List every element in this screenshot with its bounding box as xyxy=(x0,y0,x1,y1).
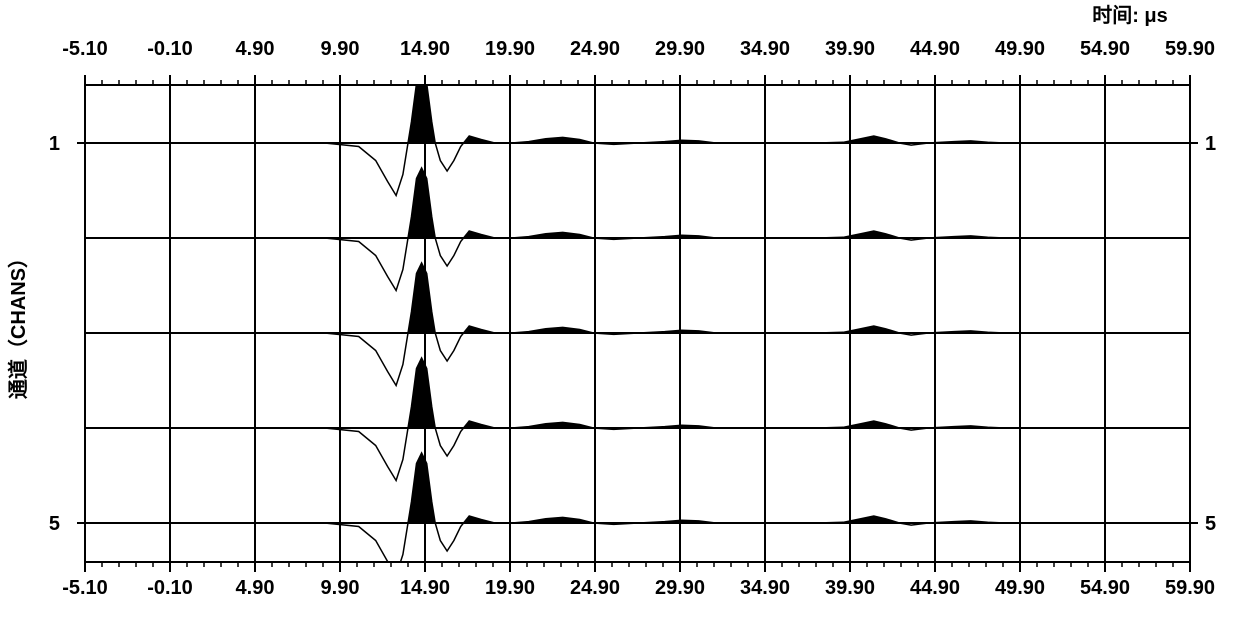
x-tick-bottom-7: 29.90 xyxy=(655,577,705,599)
x-tick-top-8: 34.90 xyxy=(740,38,790,60)
x-tick-bottom-1: -0.10 xyxy=(147,577,193,599)
x-tick-bottom-0: -5.10 xyxy=(62,577,108,599)
trace-line-ch1 xyxy=(85,73,1190,196)
trace-fill-ch1 xyxy=(408,73,435,143)
x-tick-bottom-2: 4.90 xyxy=(236,577,275,599)
trace-line-ch3 xyxy=(85,263,1190,386)
x-tick-top-1: -0.10 xyxy=(147,38,193,60)
x-tick-top-9: 39.90 xyxy=(825,38,875,60)
x-tick-top-4: 14.90 xyxy=(400,38,450,60)
x-tick-bottom-13: 59.90 xyxy=(1165,577,1215,599)
waveform-plot: -5.10 -5.10 -0.10 -0.10 4.90 4.90 9.90 9.90 14.9… xyxy=(0,0,1240,630)
trace-fill-ch5 xyxy=(408,453,435,523)
trace-fill-ch2 xyxy=(408,168,435,238)
y-tick-left-1: 1 xyxy=(49,133,60,155)
x-tick-bottom-5: 19.90 xyxy=(485,577,535,599)
trace-line-ch2 xyxy=(85,168,1190,291)
trace-fill-ch4 xyxy=(408,358,435,428)
chart-container: -5.10 -5.10 -0.10 -0.10 4.90 4.90 9.90 9.90 14.9… xyxy=(0,0,1240,630)
x-tick-top-12: 54.90 xyxy=(1080,38,1130,60)
x-tick-bottom-8: 34.90 xyxy=(740,577,790,599)
x-tick-bottom-10: 44.90 xyxy=(910,577,960,599)
x-tick-top-13: 59.90 xyxy=(1165,38,1215,60)
x-tick-top-2: 4.90 xyxy=(236,38,275,60)
x-tick-bottom-11: 49.90 xyxy=(995,577,1045,599)
trace-line-ch4 xyxy=(85,358,1190,481)
x-tick-top-10: 44.90 xyxy=(910,38,960,60)
y-axis-label: 通道（CHANS） xyxy=(6,248,30,399)
trace-line-ch5 xyxy=(85,453,1190,576)
trace-fill-ch3 xyxy=(408,263,435,333)
x-tick-top-7: 29.90 xyxy=(655,38,705,60)
x-tick-bottom-12: 54.90 xyxy=(1080,577,1130,599)
y-tick-right-1: 1 xyxy=(1205,133,1216,155)
x-tick-top-6: 24.90 xyxy=(570,38,620,60)
y-tick-right-5: 5 xyxy=(1205,513,1216,535)
x-tick-bottom-4: 14.90 xyxy=(400,577,450,599)
x-tick-bottom-6: 24.90 xyxy=(570,577,620,599)
x-tick-top-5: 19.90 xyxy=(485,38,535,60)
x-tick-bottom-9: 39.90 xyxy=(825,577,875,599)
y-tick-left-5: 5 xyxy=(49,513,60,535)
x-tick-top-11: 49.90 xyxy=(995,38,1045,60)
x-tick-top-3: 9.90 xyxy=(321,38,360,60)
x-tick-bottom-3: 9.90 xyxy=(321,577,360,599)
x-tick-top-0: -5.10 xyxy=(62,38,108,60)
x-axis-unit-label: 时间: μs xyxy=(1092,4,1168,27)
